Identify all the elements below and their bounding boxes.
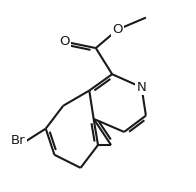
- Text: N: N: [137, 81, 146, 94]
- Text: O: O: [59, 35, 70, 48]
- Text: Br: Br: [11, 134, 26, 147]
- Text: O: O: [112, 23, 123, 36]
